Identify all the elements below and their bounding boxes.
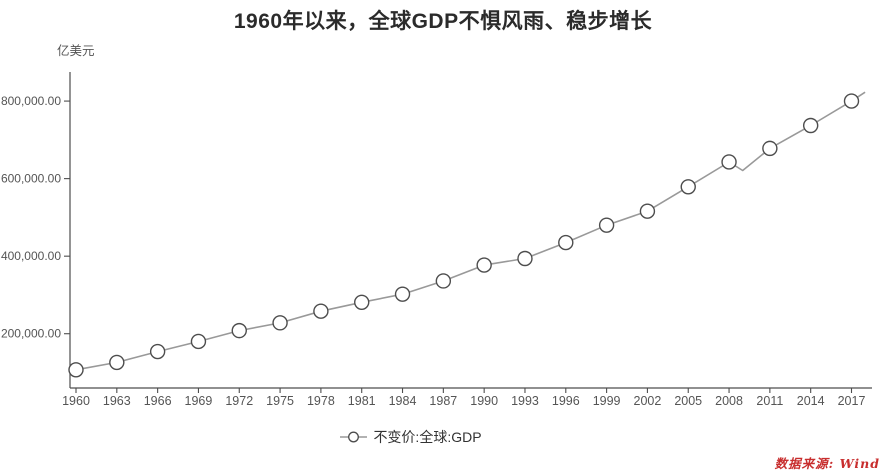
- data-point-marker: [802, 117, 819, 134]
- x-tick-label: 1963: [103, 394, 131, 408]
- data-point-marker: [313, 303, 329, 319]
- chart-title: 1960年以来，全球GDP不惧风雨、稳步增长: [233, 10, 653, 33]
- legend-label: 不变价:全球:GDP: [373, 429, 482, 445]
- data-point-marker: [68, 362, 84, 378]
- x-tick-label: 2005: [674, 394, 702, 408]
- data-source-note: 数据来源: Wind: [774, 456, 880, 471]
- x-tick-label: 1993: [511, 394, 539, 408]
- x-tick-label: 1972: [225, 394, 253, 408]
- data-point-marker: [354, 294, 370, 311]
- data-point-marker: [231, 322, 247, 339]
- x-tick-label: 2008: [715, 394, 743, 408]
- x-tick-label: 2017: [838, 394, 866, 408]
- legend: 不变价:全球:GDP: [0, 427, 854, 447]
- x-tick-label: 1978: [307, 394, 335, 408]
- x-tick-label: 1966: [144, 394, 172, 408]
- y-tick-label: 400,000.00: [1, 249, 61, 263]
- data-point-marker: [558, 234, 574, 251]
- data-point-marker: [149, 343, 166, 360]
- x-tick-label: 1960: [62, 394, 90, 408]
- data-point-marker: [394, 286, 411, 302]
- x-tick-label: 2011: [756, 394, 783, 408]
- data-point-marker: [272, 315, 288, 331]
- legend-line-circle-icon: [340, 431, 368, 443]
- x-tick-label: 1969: [185, 394, 213, 408]
- x-tick-label: 1987: [429, 394, 457, 408]
- x-tick-label: 1981: [348, 394, 376, 408]
- y-axis-unit-label: 亿美元: [57, 44, 95, 58]
- y-tick-label: 200,000.00: [1, 327, 61, 341]
- data-point-marker: [639, 203, 656, 219]
- x-tick-label: 1999: [593, 394, 621, 408]
- x-tick-label: 1996: [552, 394, 580, 408]
- data-point-marker: [517, 250, 533, 267]
- data-point-marker: [843, 93, 860, 109]
- data-point-marker: [680, 179, 696, 195]
- x-tick-label: 1975: [266, 394, 294, 408]
- x-tick-label: 2002: [634, 394, 662, 408]
- x-tick-label: 1990: [470, 394, 498, 408]
- data-point-marker: [598, 217, 615, 233]
- y-tick-label: 800,000.00: [1, 94, 61, 108]
- data-point-marker: [476, 257, 492, 273]
- y-tick-label: 600,000.00: [1, 172, 61, 186]
- data-point-marker: [435, 273, 452, 289]
- gdp-line: [75, 91, 866, 371]
- x-tick-label: 2014: [797, 394, 825, 408]
- x-tick-label: 1984: [389, 394, 417, 408]
- data-point-marker: [190, 333, 207, 350]
- data-point-marker: [721, 154, 737, 170]
- data-point-marker: [109, 354, 125, 371]
- data-point-marker: [762, 140, 778, 157]
